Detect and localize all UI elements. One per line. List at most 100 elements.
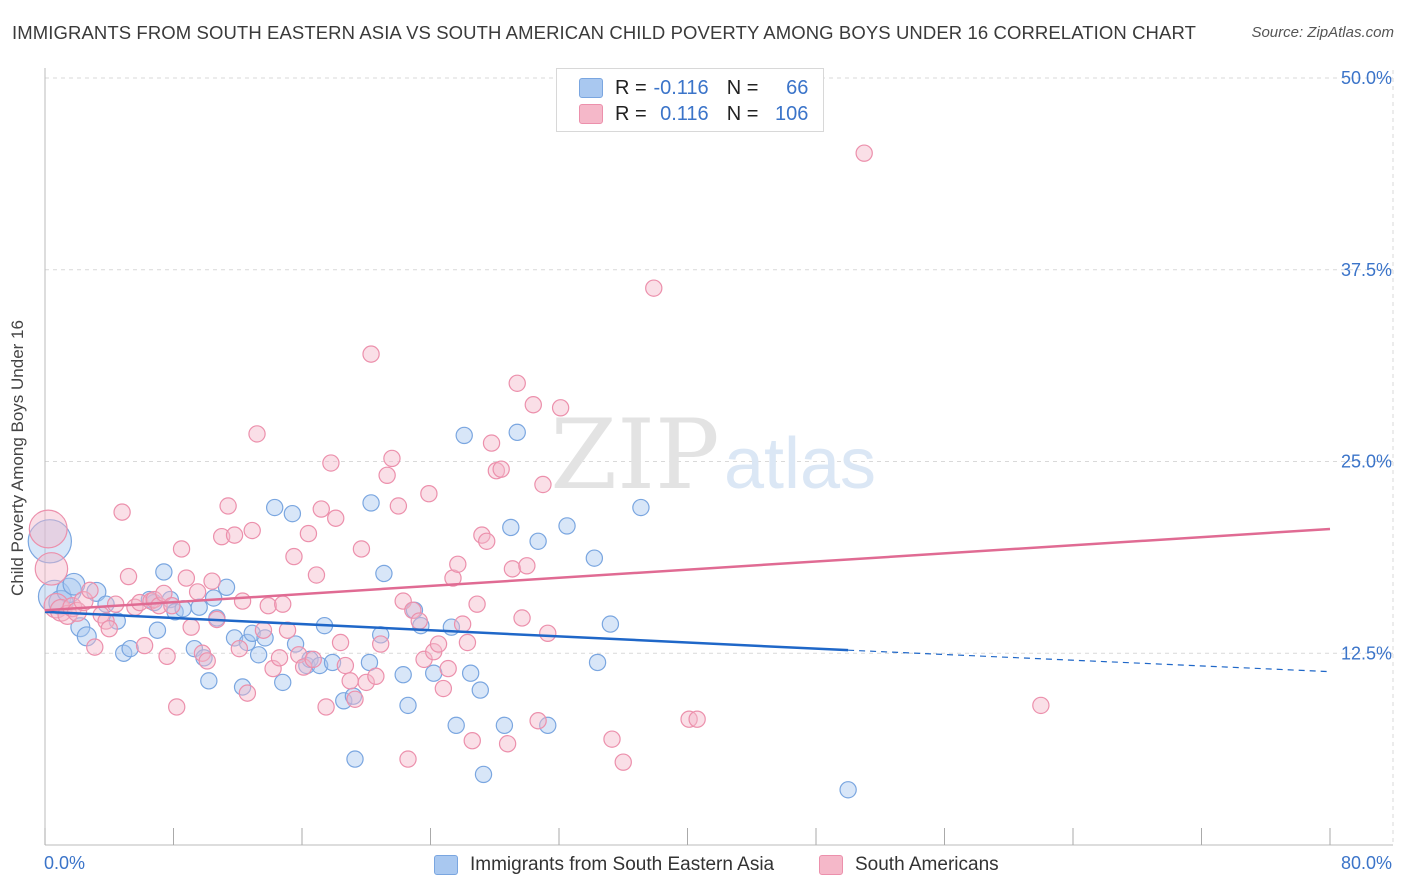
data-point-south-americans (352, 540, 371, 558)
data-point-south-americans (529, 712, 547, 730)
legend-n-value: 66 (786, 76, 809, 99)
legend-swatch-pink (819, 855, 843, 875)
points-layer (27, 144, 1050, 799)
data-point-south-eastern-asia (200, 672, 218, 690)
data-point-south-eastern-asia (447, 716, 465, 735)
data-point-south-americans (367, 667, 385, 685)
data-point-south-americans (534, 475, 552, 494)
data-point-south-americans (492, 460, 510, 478)
legend-swatch-blue (434, 855, 458, 875)
data-point-south-americans (299, 524, 318, 543)
legend-r-label: R = (615, 76, 647, 99)
trend-line-extension-south-eastern-asia (848, 649, 1331, 673)
data-point-south-americans (346, 690, 364, 708)
data-point-south-americans (478, 532, 496, 550)
data-point-south-americans (449, 555, 467, 573)
data-point-south-americans (304, 650, 322, 669)
x-tick-label: 0.0% (44, 853, 85, 873)
trend-layer (44, 527, 1331, 673)
data-point-south-americans (274, 595, 292, 613)
y-axis-label: Child Poverty Among Boys Under 16 (8, 320, 27, 596)
data-point-south-eastern-asia (508, 423, 526, 442)
legend-row-blue: R = -0.116 N = 66 (579, 76, 808, 100)
data-point-south-americans (106, 595, 125, 613)
data-point-south-americans (336, 656, 355, 675)
data-point-south-americans (172, 540, 191, 558)
data-point-south-eastern-asia (474, 765, 493, 784)
data-point-south-eastern-asia (286, 635, 305, 653)
data-point-south-americans (28, 509, 68, 549)
legend-label: Immigrants from South Eastern Asia (470, 854, 775, 875)
legend-n-value: 106 (775, 102, 809, 125)
data-point-south-americans (603, 730, 621, 748)
data-point-south-americans (248, 425, 266, 443)
legend-n-label: N = (726, 76, 759, 99)
x-tick-label: 80.0% (1341, 853, 1392, 873)
data-point-south-eastern-asia (283, 504, 302, 523)
data-point-south-americans (331, 633, 350, 652)
data-point-south-eastern-asia (323, 653, 342, 672)
data-point-south-americans (482, 434, 501, 452)
data-point-south-eastern-asia (217, 578, 236, 596)
data-point-south-americans (389, 497, 408, 515)
data-point-south-americans (524, 396, 543, 414)
data-point-south-americans (429, 635, 448, 653)
data-point-south-eastern-asia (190, 598, 208, 616)
data-point-south-americans (508, 374, 526, 392)
data-point-south-americans (383, 449, 401, 468)
y-tick-label: 25.0% (1341, 452, 1392, 472)
watermark-layer: ZIP atlas (550, 399, 876, 511)
data-point-south-americans (100, 620, 118, 638)
data-point-south-americans (312, 500, 330, 518)
data-point-south-americans (198, 652, 216, 670)
source-label: Source: ZipAtlas.com (1251, 24, 1394, 41)
data-point-south-americans (270, 649, 289, 667)
data-point-south-eastern-asia (399, 696, 417, 715)
data-point-south-americans (513, 609, 531, 627)
data-point-south-americans (1032, 696, 1050, 715)
data-point-south-americans (458, 633, 477, 652)
data-point-south-americans (498, 735, 517, 753)
data-point-south-americans (453, 615, 472, 633)
data-point-south-eastern-asia (455, 426, 473, 445)
data-point-south-americans (420, 485, 438, 503)
data-point-south-eastern-asia (495, 716, 514, 735)
data-point-south-eastern-asia (243, 624, 261, 643)
trend-line-south-eastern-asia (44, 610, 849, 652)
data-point-south-americans (225, 526, 244, 544)
data-point-south-americans (404, 601, 422, 619)
data-point-south-eastern-asia (502, 518, 520, 537)
data-point-south-americans (212, 527, 231, 546)
data-point-south-eastern-asia (585, 549, 604, 567)
data-point-south-americans (362, 345, 380, 363)
data-point-south-eastern-asia (632, 498, 650, 517)
data-point-south-americans (551, 399, 570, 417)
data-point-south-americans (254, 621, 273, 639)
legend-swatch-blue (579, 78, 603, 98)
data-point-south-americans (81, 581, 99, 600)
data-point-south-americans (614, 753, 632, 771)
data-point-south-americans (158, 647, 176, 666)
data-point-south-americans (317, 698, 335, 716)
data-point-south-americans (73, 591, 94, 612)
data-point-south-eastern-asia (375, 564, 393, 583)
data-point-south-americans (372, 635, 390, 653)
y-tick-label: 12.5% (1341, 643, 1392, 663)
data-point-south-americans (341, 672, 359, 690)
data-point-south-americans (468, 595, 486, 613)
legend-n-label: N = (726, 102, 759, 125)
data-point-south-americans (203, 572, 221, 590)
data-point-south-eastern-asia (121, 639, 139, 658)
watermark-zip: ZIP (550, 399, 719, 511)
data-point-south-eastern-asia (839, 781, 857, 799)
data-point-south-americans (645, 279, 663, 297)
data-point-south-eastern-asia (27, 519, 73, 564)
data-point-south-americans (855, 144, 873, 162)
legend-item-south-eastern-asia: Immigrants from South Eastern Asia (434, 852, 774, 878)
data-point-south-americans (168, 698, 186, 716)
data-point-south-americans (357, 673, 375, 692)
data-point-south-eastern-asia (601, 615, 620, 633)
data-point-south-eastern-asia (461, 664, 480, 682)
data-point-south-eastern-asia (588, 653, 607, 672)
